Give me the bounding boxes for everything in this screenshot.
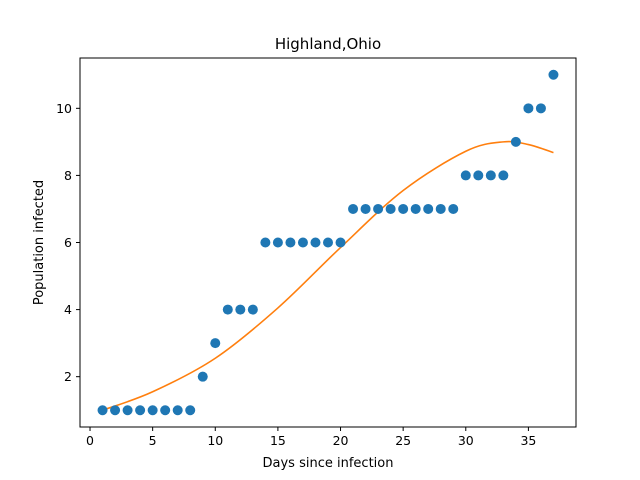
x-tick-label: 30 (458, 433, 474, 448)
data-point (535, 103, 546, 114)
data-point (498, 170, 509, 181)
y-tick-label: 10 (56, 101, 72, 116)
data-point (473, 170, 484, 181)
data-point (197, 371, 208, 382)
data-point (398, 203, 409, 214)
x-tick-label: 20 (333, 433, 349, 448)
data-point (160, 405, 171, 416)
x-tick-label: 10 (207, 433, 223, 448)
data-point (548, 69, 559, 80)
data-point (360, 203, 371, 214)
data-point (110, 405, 121, 416)
y-tick-label: 6 (64, 235, 72, 250)
data-point (297, 237, 308, 248)
data-point (122, 405, 133, 416)
data-point (335, 237, 346, 248)
data-point (210, 338, 221, 349)
data-point (485, 170, 496, 181)
data-point (448, 203, 459, 214)
data-point (260, 237, 271, 248)
data-point (385, 203, 396, 214)
data-point (373, 203, 384, 214)
data-point (410, 203, 421, 214)
data-point (247, 304, 258, 315)
y-axis-label: Population infected (32, 180, 47, 305)
plot-area: 0 5 10 15 20 25 30 35 2 4 6 8 10 (56, 69, 559, 448)
data-point (510, 136, 521, 147)
data-point (323, 237, 333, 248)
data-point (222, 304, 233, 315)
data-point (147, 405, 158, 416)
data-point (310, 237, 321, 248)
data-point (435, 203, 446, 214)
data-point (285, 237, 296, 248)
data-point (348, 203, 359, 214)
x-tick-label: 5 (149, 433, 157, 448)
data-point (172, 405, 183, 416)
data-point (235, 304, 246, 315)
y-tick-label: 2 (64, 369, 72, 384)
data-point (460, 170, 471, 181)
data-point (185, 405, 196, 416)
x-tick-label: 15 (270, 433, 286, 448)
y-tick-label: 4 (64, 302, 72, 317)
data-point (423, 203, 434, 214)
x-tick-label: 0 (86, 433, 94, 448)
chart-title: Highland,Ohio (275, 35, 381, 53)
x-tick-label: 25 (395, 433, 411, 448)
y-tick-label: 8 (64, 168, 72, 183)
x-tick-label: 35 (520, 433, 536, 448)
axes-frame (79, 57, 577, 428)
data-point (135, 405, 146, 416)
data-point (272, 237, 283, 248)
data-point (523, 103, 534, 114)
x-axis-label: Days since infection (263, 456, 394, 471)
data-point (97, 405, 108, 416)
